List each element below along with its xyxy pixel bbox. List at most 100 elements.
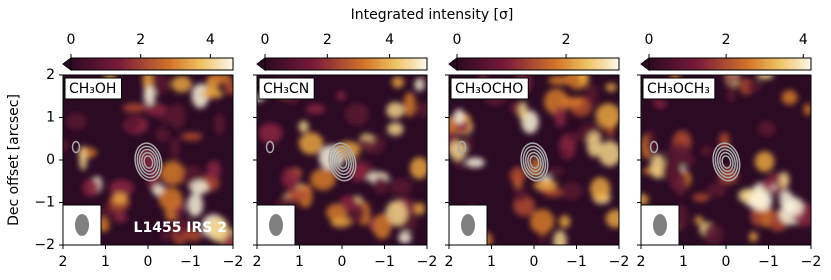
contour xyxy=(719,151,734,172)
noise-blob xyxy=(336,91,346,101)
y-tick-label: −2 xyxy=(34,237,55,253)
noise-blob xyxy=(464,137,474,151)
noise-blob xyxy=(287,187,310,202)
contour xyxy=(337,155,348,169)
beam xyxy=(461,214,475,236)
beam xyxy=(269,214,283,236)
noise-blob xyxy=(310,168,336,191)
noise-blob xyxy=(703,222,724,245)
noise-blob xyxy=(533,179,558,191)
noise-blob xyxy=(585,83,599,104)
noise-blob xyxy=(590,177,611,201)
contour xyxy=(527,151,542,172)
noise-blob xyxy=(700,145,714,157)
colorbar-tick-label: 4 xyxy=(799,32,808,48)
noise-blob xyxy=(112,192,128,205)
colorbar-extension xyxy=(256,57,266,71)
beam xyxy=(653,214,667,236)
noise-blob xyxy=(650,153,666,179)
noise-blob xyxy=(449,140,468,160)
noise-blob xyxy=(349,163,369,182)
molecule-label: CH₃CN xyxy=(263,81,309,97)
noise-blob xyxy=(113,211,128,223)
noise-blob xyxy=(356,138,373,149)
molecule-label-box xyxy=(642,77,716,100)
image xyxy=(257,75,427,245)
noise-blob xyxy=(605,209,619,228)
source-label: L1455 IRS 2 xyxy=(134,220,227,236)
noise-blob xyxy=(144,102,166,117)
contour xyxy=(138,148,158,176)
noise-blob xyxy=(330,217,351,228)
y-tick-label: −1 xyxy=(34,195,55,211)
contour xyxy=(716,148,736,176)
noise-blob xyxy=(548,167,565,176)
noise-blob xyxy=(749,231,758,242)
noise-blob xyxy=(553,230,567,245)
molecule-label: CH₃OH xyxy=(69,81,116,97)
molecule-label: CH₃OCHO xyxy=(455,81,523,97)
noise-blob xyxy=(160,160,185,186)
x-tick-label: 1 xyxy=(295,254,304,270)
noise-blob xyxy=(566,131,588,142)
contour xyxy=(522,145,547,179)
noise-blob xyxy=(749,190,773,212)
colorbar-tick-label: 2 xyxy=(562,32,571,48)
noise-blob xyxy=(692,193,710,202)
beam xyxy=(75,214,89,236)
noise-blob xyxy=(208,217,229,243)
noise-blob xyxy=(82,178,100,197)
colorbar-tick-label: 4 xyxy=(385,32,394,48)
colorbar-extension xyxy=(62,57,72,71)
noise-blob xyxy=(325,203,348,221)
noise-blob xyxy=(718,132,730,150)
noise-blob xyxy=(559,96,584,108)
contour xyxy=(332,148,352,176)
noise-blob xyxy=(559,149,568,160)
noise-blob xyxy=(453,109,465,124)
contour xyxy=(714,145,739,179)
noise-blob xyxy=(410,157,427,180)
y-tick-label: 0 xyxy=(46,152,55,168)
noise-blob xyxy=(416,102,427,118)
noise-blob xyxy=(726,81,736,104)
noise-blob xyxy=(529,209,555,234)
noise-blob xyxy=(200,89,224,99)
noise-blob xyxy=(554,106,567,128)
image xyxy=(63,75,233,245)
colorbar-tick-label: 4 xyxy=(206,32,215,48)
colorbar xyxy=(70,57,234,71)
x-tick-label: 2 xyxy=(445,254,454,270)
contour xyxy=(143,155,154,169)
x-tick-label: 0 xyxy=(530,254,539,270)
noise-blob xyxy=(595,103,619,128)
y-tick-label: 1 xyxy=(46,110,55,126)
x-tick-label: −2 xyxy=(417,254,438,270)
image xyxy=(449,75,619,245)
noise-blob xyxy=(385,200,408,226)
noise-blob xyxy=(666,143,693,163)
x-tick-label: 1 xyxy=(679,254,688,270)
contour xyxy=(649,140,659,154)
noise-blob xyxy=(187,193,204,217)
colorbar-extension xyxy=(448,57,458,71)
molecule-label-box xyxy=(258,77,315,100)
noise-blob xyxy=(387,122,404,136)
noise-blob xyxy=(191,83,209,109)
noise-blob xyxy=(510,166,526,185)
contour xyxy=(520,142,549,182)
noise-blob xyxy=(298,120,309,133)
molecule-label-box xyxy=(64,77,122,100)
noise-blob xyxy=(63,139,69,152)
noise-blob xyxy=(745,81,763,92)
noise-blob xyxy=(258,122,283,144)
contour xyxy=(529,155,540,169)
contour xyxy=(328,142,357,182)
noise-blob xyxy=(641,193,649,206)
noise-blob xyxy=(122,103,147,113)
x-tick-label: 0 xyxy=(338,254,347,270)
noise-blob xyxy=(206,160,221,180)
x-tick-label: −1 xyxy=(374,254,395,270)
noise-blob xyxy=(213,113,226,135)
x-tick-label: −1 xyxy=(566,254,587,270)
